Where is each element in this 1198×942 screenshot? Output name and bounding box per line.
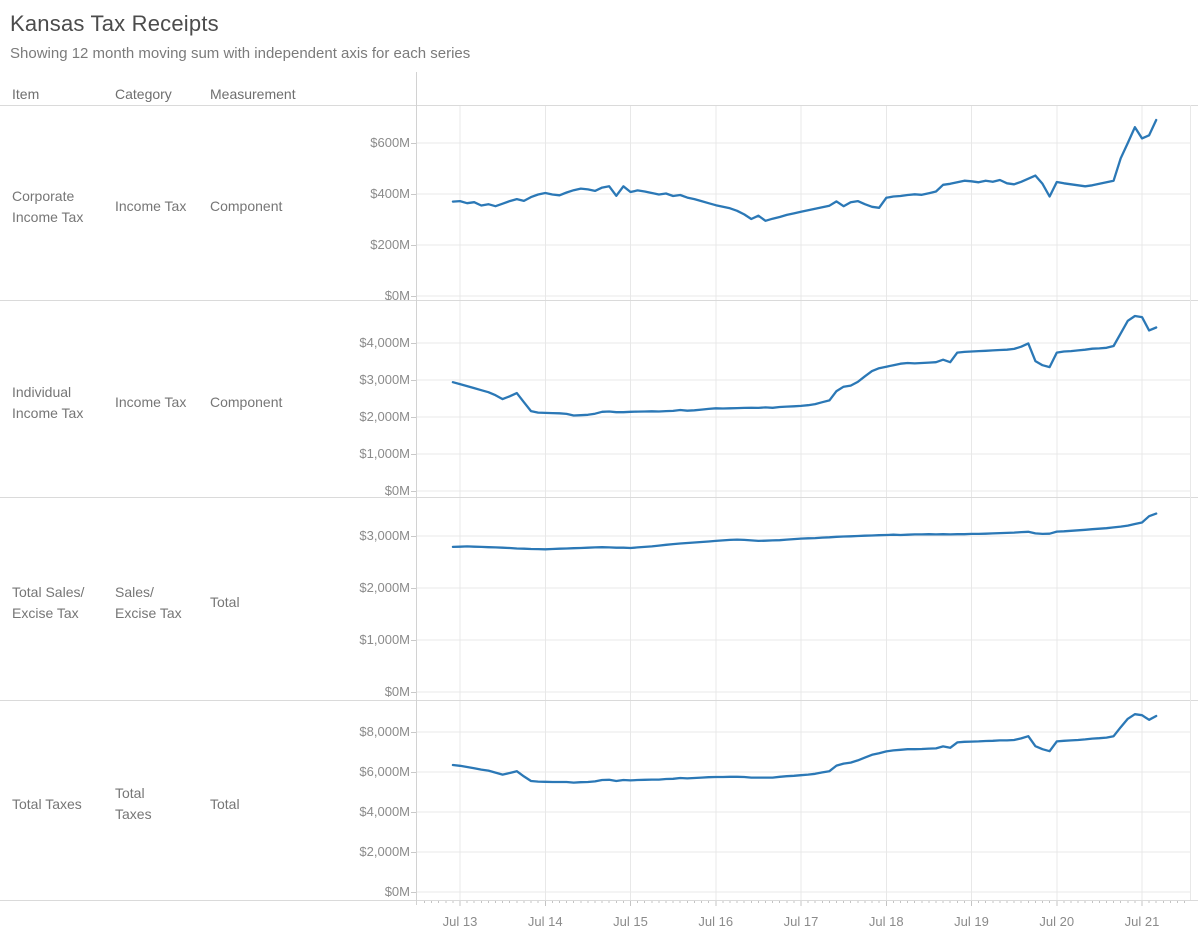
y-tick-mark (411, 588, 417, 589)
y-tick-label: $3,000M (359, 528, 410, 543)
y-tick-label: $400M (370, 186, 410, 201)
series-line-total-taxes[interactable] (451, 713, 1158, 784)
y-tick-mark (411, 417, 417, 418)
row-corporate-income-tax-measurement: Component (210, 198, 283, 214)
y-tick-label: $6,000M (359, 764, 410, 779)
column-header-measurement: Measurement (210, 86, 296, 102)
chart-panel-individual-income-tax[interactable] (417, 300, 1190, 497)
y-tick-mark (411, 640, 417, 641)
y-tick-mark (411, 296, 417, 297)
x-tick-label: Jul 16 (698, 914, 734, 929)
y-tick-label: $4,000M (359, 335, 410, 350)
row-individual-income-tax-item: Individual Income Tax (12, 383, 84, 421)
y-tick-label: $4,000M (359, 804, 410, 819)
y-tick-label: $3,000M (359, 372, 410, 387)
page-title: Kansas Tax Receipts (10, 11, 219, 36)
row-separator (0, 900, 1198, 901)
series-line-individual-income-tax[interactable] (451, 314, 1158, 417)
y-tick-label: $600M (370, 135, 410, 150)
row-total-sales-excise-tax-measurement: Total (210, 594, 240, 610)
series-line-corporate-income-tax[interactable] (451, 118, 1158, 222)
plot-right-border (1190, 105, 1191, 900)
y-tick-label: $2,000M (359, 580, 410, 595)
y-tick-mark (411, 892, 417, 893)
y-tick-label: $2,000M (359, 409, 410, 424)
y-tick-label: $1,000M (359, 446, 410, 461)
x-tick-label: Jul 14 (527, 914, 563, 929)
x-tick-label: Jul 18 (868, 914, 904, 929)
x-tick-label: Jul 15 (613, 914, 648, 929)
row-total-sales-excise-tax-item: Total Sales/ Excise Tax (12, 583, 85, 621)
x-tick-label: Jul 19 (954, 914, 989, 929)
row-corporate-income-tax-item: Corporate Income Tax (12, 187, 84, 225)
y-tick-mark (411, 772, 417, 773)
y-tick-label: $1,000M (359, 632, 410, 647)
y-tick-mark (411, 812, 417, 813)
x-tick-label: Jul 17 (783, 914, 819, 929)
y-tick-label: $0M (384, 884, 410, 899)
x-tick-label: Jul 13 (442, 914, 478, 929)
series-line-total-sales-excise-tax[interactable] (451, 512, 1158, 551)
y-tick-mark (411, 852, 417, 853)
y-tick-mark (411, 343, 417, 344)
row-separator (0, 497, 1198, 498)
row-separator (0, 700, 1198, 701)
y-tick-mark (411, 536, 417, 537)
y-tick-label: $8,000M (359, 724, 410, 739)
row-corporate-income-tax-category: Income Tax (115, 198, 187, 214)
y-tick-label: $200M (370, 237, 410, 252)
row-total-taxes-measurement: Total (210, 795, 240, 812)
chart-panel-total-taxes[interactable] (417, 700, 1190, 900)
column-header-item: Item (12, 86, 40, 102)
y-tick-label: $2,000M (359, 844, 410, 859)
page-subtitle: Showing 12 month moving sum with indepen… (10, 45, 471, 62)
x-tick-label: Jul 20 (1039, 914, 1075, 929)
row-individual-income-tax-category: Income Tax (115, 394, 187, 410)
chart-panel-corporate-income-tax[interactable] (417, 105, 1190, 300)
x-axis-ticks (423, 900, 1186, 906)
y-tick-mark (411, 692, 417, 693)
y-tick-mark (411, 732, 417, 733)
y-tick-mark (411, 380, 417, 381)
chart-panel-total-sales-excise-tax[interactable] (417, 497, 1190, 700)
row-total-sales-excise-tax-category: Sales/ Excise Tax (115, 583, 182, 621)
y-tick-mark (411, 245, 417, 246)
x-tick-label: Jul 21 (1124, 914, 1160, 929)
row-total-taxes-item: Total Taxes (12, 795, 82, 812)
header-divider (416, 72, 417, 905)
y-tick-mark (411, 194, 417, 195)
row-total-taxes-category: Total Taxes (115, 785, 152, 822)
y-tick-mark (411, 491, 417, 492)
row-individual-income-tax-measurement: Component (210, 394, 283, 410)
y-tick-mark (411, 143, 417, 144)
row-separator (0, 300, 1198, 301)
column-header-category: Category (115, 86, 172, 102)
y-tick-mark (411, 454, 417, 455)
y-tick-label: $0M (384, 483, 410, 498)
y-tick-label: $0M (384, 684, 410, 699)
y-tick-label: $0M (384, 288, 410, 303)
row-separator (0, 105, 1198, 106)
